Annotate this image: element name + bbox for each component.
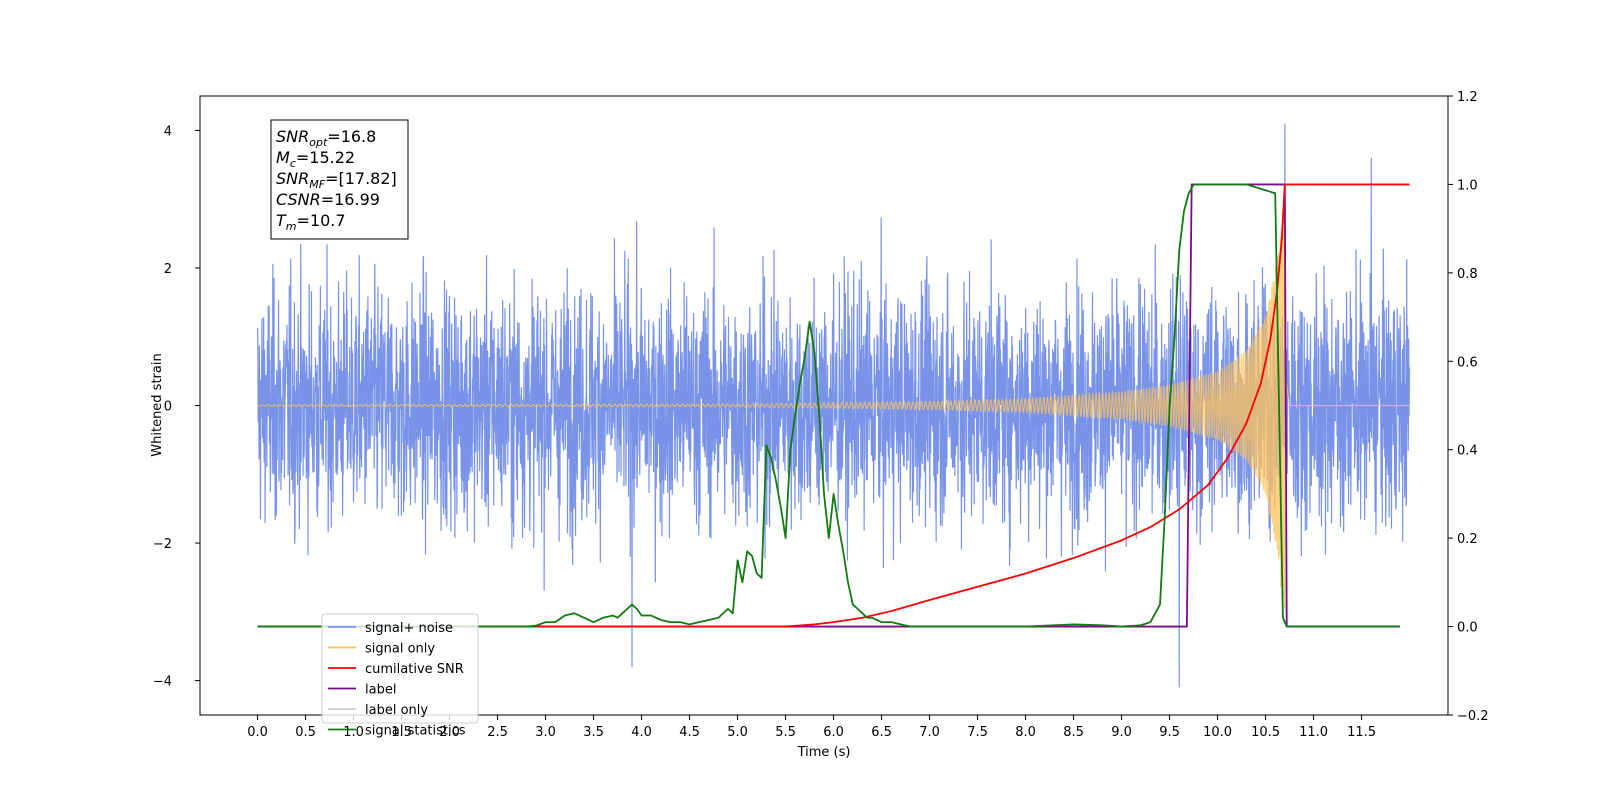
legend-label: signal statistics xyxy=(365,724,466,739)
x-tick-label: 1.0 xyxy=(343,725,364,740)
annotation-line: SNRMF=[17.82] xyxy=(276,169,397,191)
legend-frame xyxy=(321,613,479,724)
x-tick-label: 0.5 xyxy=(295,725,316,740)
x-tick-label: 3.5 xyxy=(583,725,604,740)
y-right-tick-label: 0.0 xyxy=(1457,621,1478,636)
annotation-frame xyxy=(270,119,409,240)
x-tick-label: 5.0 xyxy=(727,725,748,740)
legend-label: signal only xyxy=(365,642,435,657)
x-tick-label: 2.0 xyxy=(439,725,460,740)
x-tick-label: 8.0 xyxy=(1015,725,1036,740)
y-left-tick-label: 0 xyxy=(164,400,172,415)
legend-label: signal+ noise xyxy=(365,621,453,636)
series-cumulative-snr xyxy=(257,183,1410,628)
y-right-tick-label: 0.2 xyxy=(1457,532,1478,547)
x-tick-label: 11.0 xyxy=(1299,725,1328,740)
y-right-tick-label: 0.4 xyxy=(1457,444,1478,459)
stats-annotation-box: SNRopt=16.8Mc=15.22SNRMF=[17.82]CSNR=16.… xyxy=(270,119,409,240)
y-left-tick-label: 4 xyxy=(164,124,172,139)
x-tick-label: 0.0 xyxy=(247,725,268,740)
annotation-line: SNRopt=16.8 xyxy=(276,127,376,149)
x-tick-label: 5.5 xyxy=(775,725,796,740)
y-left-tick-label: 2 xyxy=(164,262,172,277)
y-right-tick-label: 0.8 xyxy=(1457,267,1478,282)
x-tick-label: 10.0 xyxy=(1203,725,1232,740)
x-tick-label: 10.5 xyxy=(1251,725,1280,740)
x-tick-label: 9.5 xyxy=(1159,725,1180,740)
x-tick-label: 7.5 xyxy=(967,725,988,740)
x-tick-label: 11.5 xyxy=(1347,725,1376,740)
y-right-tick-label: −0.2 xyxy=(1457,709,1489,724)
annotation-line: CSNR=16.99 xyxy=(276,190,380,209)
x-tick-label: 9.0 xyxy=(1111,725,1132,740)
annotation-line: Mc=15.22 xyxy=(276,148,355,170)
x-tick-label: 6.5 xyxy=(871,725,892,740)
legend-label: cumilative SNR xyxy=(365,662,464,677)
x-tick-label: 6.0 xyxy=(823,725,844,740)
y-left-tick-label: −4 xyxy=(153,675,172,690)
x-tick-label: 8.5 xyxy=(1063,725,1084,740)
y-right-tick-label: 0.6 xyxy=(1457,355,1478,370)
x-tick-label: 4.5 xyxy=(679,725,700,740)
series-signal-statistics xyxy=(257,183,1400,628)
legend-label: label only xyxy=(365,703,428,718)
x-tick-label: 3.0 xyxy=(535,725,556,740)
x-axis-label: Time (s) xyxy=(797,745,851,760)
series-signal-only xyxy=(257,207,1410,609)
legend-label: label xyxy=(365,683,396,698)
x-tick-label: 2.5 xyxy=(487,725,508,740)
annotation-line: Tm=10.7 xyxy=(276,211,346,233)
y-right-tick-label: 1.2 xyxy=(1457,90,1478,105)
x-tick-label: 7.0 xyxy=(919,725,940,740)
y-axis-label: Whitened strain xyxy=(150,353,165,456)
y-left-tick-label: −2 xyxy=(153,537,172,552)
x-tick-label: 4.0 xyxy=(631,725,652,740)
legend: signal+ noise signal only cumilative SNR la… xyxy=(321,613,479,739)
y-right-tick-label: 1.0 xyxy=(1457,178,1478,193)
x-tick-label: 1.5 xyxy=(391,725,412,740)
